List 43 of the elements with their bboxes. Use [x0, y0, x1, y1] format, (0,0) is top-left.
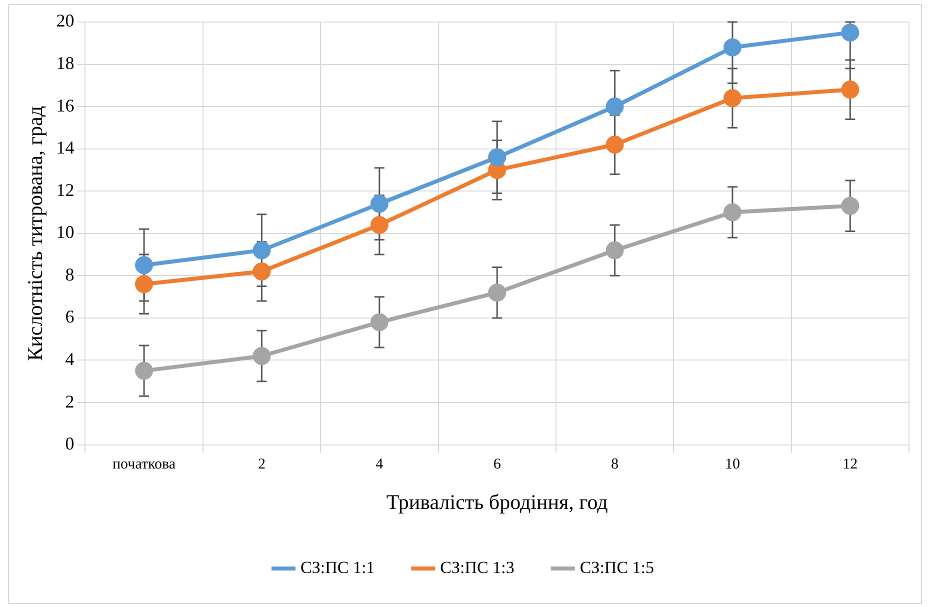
x-tick-label: 6: [493, 456, 502, 473]
y-tick-label: 20: [56, 10, 74, 31]
y-tick-label: 4: [65, 348, 74, 369]
point: [606, 98, 624, 116]
point: [252, 241, 271, 260]
y-tick-label: 10: [56, 222, 74, 242]
point: [488, 148, 506, 166]
y-tick-label: 16: [56, 95, 74, 116]
x-axis-title: Тривалість бродіння, год: [386, 490, 608, 514]
y-tick-label: 6: [65, 306, 74, 327]
legend-label: СЗ:ПС 1:1: [300, 558, 375, 577]
point: [723, 203, 742, 222]
x-tick-label: 2: [258, 456, 266, 473]
point: [370, 216, 388, 234]
point: [606, 136, 624, 154]
point: [135, 362, 154, 380]
point: [135, 275, 154, 294]
y-tick-label: 18: [56, 53, 74, 74]
point: [723, 89, 742, 108]
y-tick-label: 8: [65, 264, 74, 284]
x-tick-label: 12: [842, 456, 858, 473]
point: [135, 256, 154, 274]
x-tick-label: 4: [376, 456, 384, 473]
point: [488, 284, 506, 302]
point: [841, 196, 860, 215]
legend-label: СЗ:ПС 1:5: [580, 558, 654, 577]
y-tick-label: 14: [56, 138, 74, 158]
point: [841, 80, 860, 99]
point: [370, 313, 388, 332]
x-tick-label: 10: [724, 456, 740, 473]
point: [841, 24, 860, 42]
y-tick-label: 0: [65, 434, 74, 454]
y-axis-title: Кислотність титрована, град: [23, 106, 48, 361]
point: [606, 241, 624, 260]
point: [252, 347, 271, 366]
point: [252, 262, 271, 280]
y-tick-label: 12: [56, 180, 74, 200]
legend-label: СЗ:ПС 1:3: [440, 558, 514, 577]
y-tick-label: 2: [65, 391, 74, 412]
point: [370, 194, 388, 213]
point: [723, 38, 742, 56]
x-tick-label: початкова: [112, 456, 176, 473]
x-tick-label: 8: [611, 456, 619, 473]
